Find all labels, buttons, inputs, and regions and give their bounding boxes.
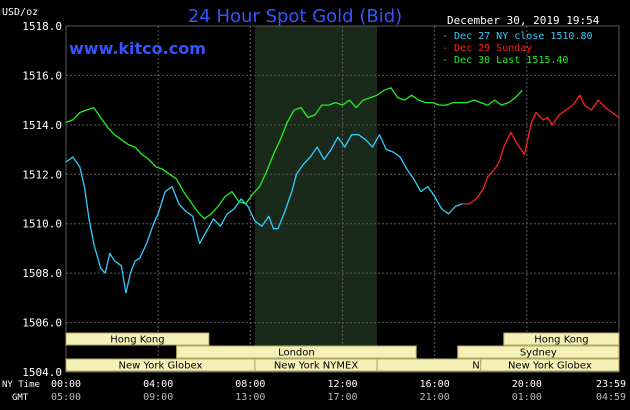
nymex-shade-rect (254, 26, 378, 372)
y-tick-label: 1516.0 (22, 69, 62, 82)
x-tick-label-gmt: 21:00 (420, 392, 450, 403)
x-tick-label-ny: 23:59 (596, 379, 626, 390)
y-tick-label: 1508.0 (22, 267, 62, 280)
y-tick-label: 1504.0 (22, 366, 62, 379)
session-label: Hong Kong (110, 335, 164, 346)
x-tick-label-ny: 12:00 (327, 379, 357, 390)
legend-entry-dec29: - Dec 29 Sunday (442, 43, 532, 54)
session-bar (65, 332, 210, 346)
axes: 1518.0 1516.0 1514.0 1512.0 1510.0 1508.0 1506… (22, 20, 626, 403)
x-axis-gmt-label: GMT (12, 393, 29, 403)
session-bar (503, 332, 620, 346)
session-label: New York NYMEX (274, 361, 359, 372)
x-tick-label-ny: 16:00 (420, 379, 450, 390)
price-series (65, 87, 620, 294)
x-tick-label-gmt: 05:00 (51, 392, 81, 403)
y-axis-unit-label: USD/oz (2, 7, 38, 18)
plot-frame (65, 25, 620, 373)
nymex-session-shade (254, 26, 378, 372)
x-tick-label-ny: 08:00 (235, 379, 265, 390)
session-label: New York Globex (119, 361, 203, 372)
y-tick-label: 1506.0 (22, 317, 62, 330)
series-line-0 (65, 134, 463, 294)
y-tick-label: 1518.0 (22, 20, 62, 33)
session-bar (480, 358, 620, 372)
gridlines (65, 25, 620, 373)
session-bar (457, 345, 620, 359)
x-tick-label-gmt: 04:59 (596, 392, 626, 403)
x-tick-label-ny: 04:00 (143, 379, 173, 390)
chart-title: 24 Hour Spot Gold (Bid) (188, 6, 402, 27)
x-tick-label-gmt: 09:00 (143, 392, 173, 403)
session-label: Sydney (520, 348, 557, 359)
x-tick-label-ny: 00:00 (51, 379, 81, 390)
session-label: London (278, 348, 315, 359)
session-bar (176, 345, 417, 359)
x-tick-label-gmt: 13:00 (235, 392, 265, 403)
x-tick-label-gmt: 17:00 (327, 392, 357, 403)
kitco-watermark: www.kitco.com (69, 39, 206, 58)
session-label: New York Globex (508, 361, 592, 372)
series-line-2 (65, 87, 523, 220)
timestamp: December 30, 2019 19:54 (447, 14, 600, 27)
legend-entry-dec27: - Dec 27 NY close 1510.80 (442, 31, 593, 42)
y-tick-label: 1510.0 (22, 218, 62, 231)
x-axis-nytime-label: NY Time (2, 380, 40, 390)
market-sessions: Hong Kong London New York Globex New York N… (65, 332, 620, 372)
session-label: Hong Kong (534, 335, 588, 346)
x-tick-label-ny: 20:00 (512, 379, 542, 390)
series-line-1 (462, 94, 620, 205)
y-tick-label: 1512.0 (22, 168, 62, 181)
x-tick-label-gmt: 01:00 (512, 392, 542, 403)
legend-entry-dec30: - Dec 30 Last 1515.40 (442, 55, 568, 66)
y-tick-label: 1514.0 (22, 119, 62, 132)
legend: - Dec 27 NY close 1510.80 - Dec 29 Sunda… (442, 31, 593, 66)
